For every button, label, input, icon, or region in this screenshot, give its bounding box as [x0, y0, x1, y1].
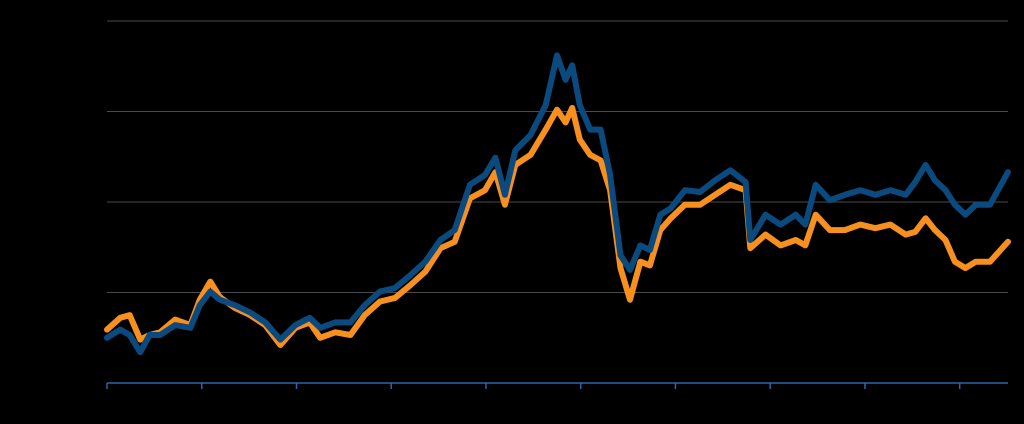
series-line	[104, 52, 1011, 356]
